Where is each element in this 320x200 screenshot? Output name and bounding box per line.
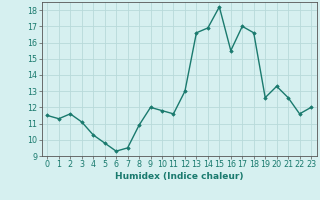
X-axis label: Humidex (Indice chaleur): Humidex (Indice chaleur)	[115, 172, 244, 181]
